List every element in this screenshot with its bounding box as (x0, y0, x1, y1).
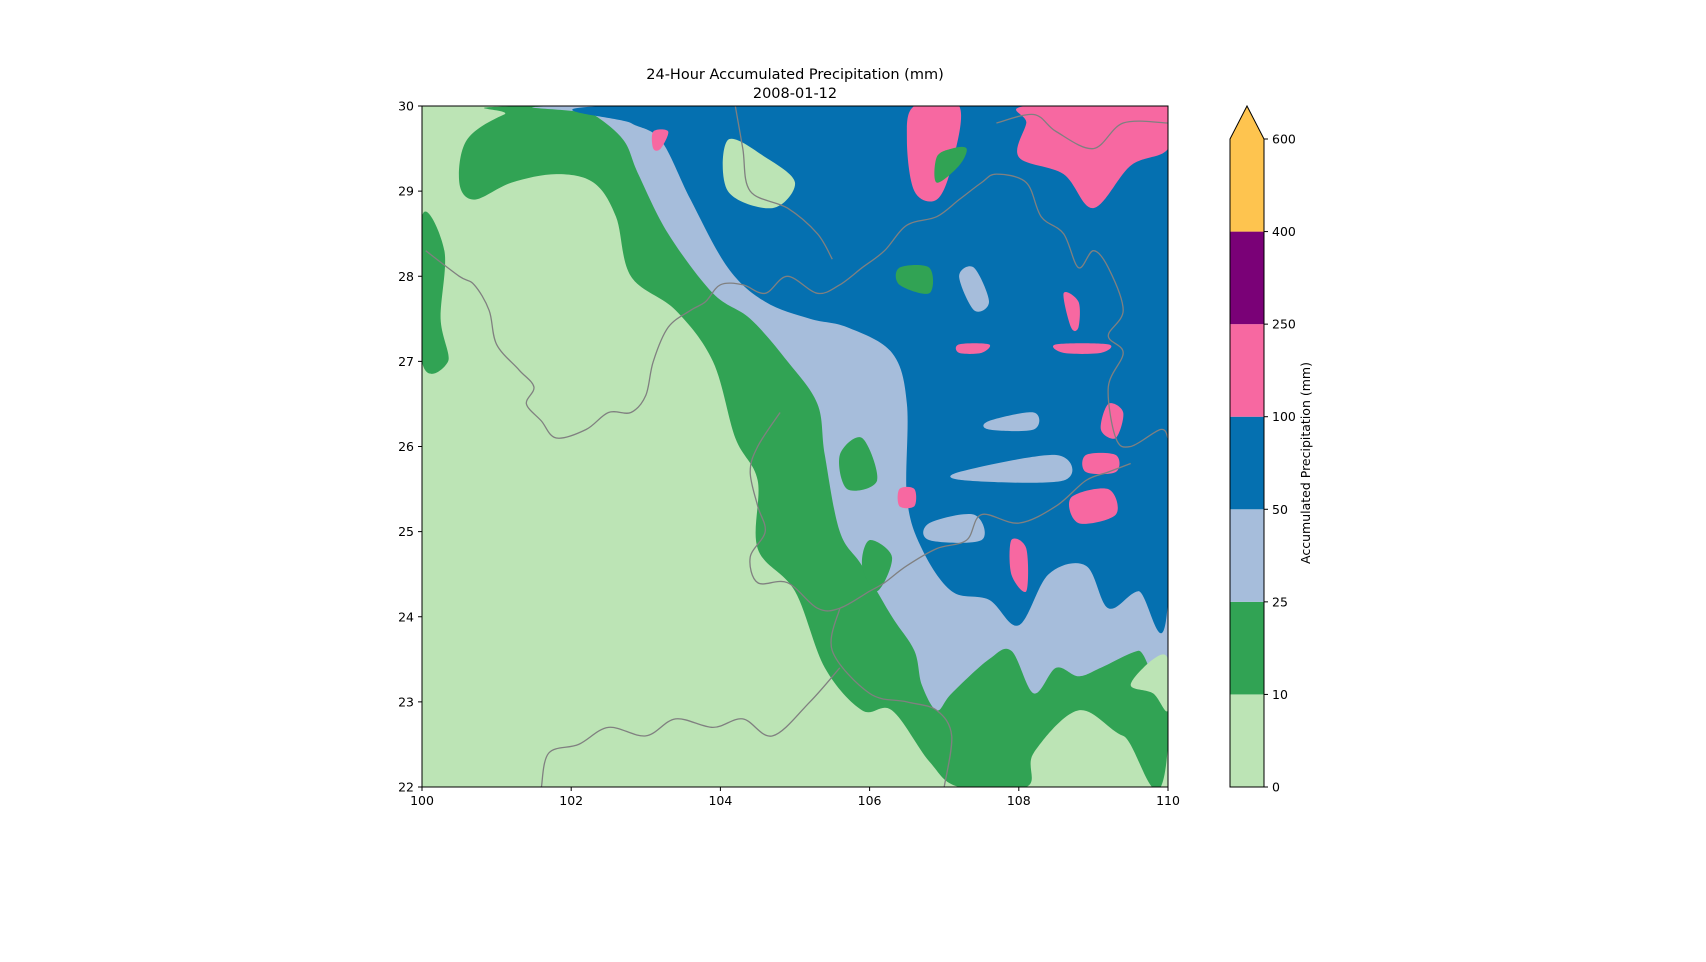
colorbar-tick-label: 250 (1272, 317, 1296, 332)
colorbar-tick-label: 0 (1272, 780, 1280, 795)
colorbar-tick-label: 25 (1272, 594, 1288, 609)
colorbar-segment (1230, 509, 1264, 602)
precip-region-100-250 (1068, 488, 1118, 524)
colorbar-tick-label: 600 (1272, 132, 1296, 147)
colorbar-tick-label: 50 (1272, 502, 1288, 517)
precip-region-100-250 (1009, 538, 1029, 593)
y-tick-label: 22 (398, 780, 414, 795)
precip-region-100-250 (897, 486, 917, 509)
colorbar-outline (1229, 104, 1265, 788)
y-axis: 22 23 24 25 26 27 28 29 30 (398, 99, 422, 795)
precip-region-100-250 (1016, 106, 1168, 209)
province-boundary (425, 173, 1168, 448)
province-boundary (749, 412, 1131, 612)
precip-region-100-250 (1063, 291, 1080, 332)
precip-region-10-25 (861, 539, 893, 592)
colorbar-tick-label: 100 (1272, 409, 1296, 424)
province-boundary (734, 106, 833, 260)
chart-subtitle: 2008-01-12 (753, 86, 837, 102)
precipitation-map (422, 106, 1168, 787)
colorbar-segment (1230, 601, 1264, 695)
colorbar-label: Accumulated Precipitation (mm) (1298, 362, 1313, 564)
province-boundaries (425, 106, 1168, 787)
y-tick-label: 26 (398, 439, 414, 454)
y-tick-label: 23 (398, 694, 414, 709)
province-boundary (996, 113, 1168, 150)
y-tick-label: 28 (398, 269, 414, 284)
precip-region-0-10 (722, 138, 796, 209)
x-tick-label: 108 (1007, 793, 1031, 808)
x-tick-label: 110 (1156, 793, 1180, 808)
colorbar: 0 10 25 50 100 250 400 600 (1229, 104, 1296, 795)
precip-region-25-50 (950, 454, 1073, 483)
precip-region-25-50 (983, 412, 1040, 432)
x-tick-label: 104 (708, 793, 732, 808)
province-boundary (540, 667, 841, 787)
precip-region-100-250 (906, 106, 962, 202)
y-tick-label: 30 (398, 99, 414, 114)
x-tick-label: 106 (858, 793, 882, 808)
precip-region-100-250 (1082, 452, 1120, 475)
colorbar-segment (1230, 106, 1264, 232)
precip-region-50-100 (572, 106, 1168, 634)
chart-title: 24-Hour Accumulated Precipitation (mm) (646, 67, 943, 83)
x-tick-label: 100 (410, 793, 434, 808)
y-tick-label: 29 (398, 184, 414, 199)
precip-region-100-250 (651, 129, 669, 151)
colorbar-tick-label: 400 (1272, 224, 1296, 239)
precip-region-100-250 (1052, 343, 1112, 354)
precip-region-10-25 (422, 211, 449, 374)
colorbar-tick-label: 10 (1272, 687, 1288, 702)
y-tick-label: 24 (398, 609, 414, 624)
precip-region-100-250 (955, 343, 991, 354)
province-boundary (830, 608, 953, 787)
x-tick-label: 102 (559, 793, 583, 808)
colorbar-segment (1230, 416, 1264, 510)
precip-region-100-250 (1100, 403, 1124, 439)
x-axis: 100 102 104 106 108 110 (410, 787, 1180, 808)
precip-region-10-25 (934, 146, 967, 183)
y-tick-label: 25 (398, 524, 414, 539)
colorbar-segment (1230, 231, 1264, 325)
colorbar-segment (1230, 324, 1264, 417)
precip-region-10-25 (895, 265, 934, 294)
precip-region-0-10 (1130, 654, 1168, 712)
precip-region-10-25 (839, 437, 878, 491)
y-tick-label: 27 (398, 354, 414, 369)
precip-region-25-50 (959, 266, 989, 312)
colorbar-segment (1230, 694, 1264, 787)
